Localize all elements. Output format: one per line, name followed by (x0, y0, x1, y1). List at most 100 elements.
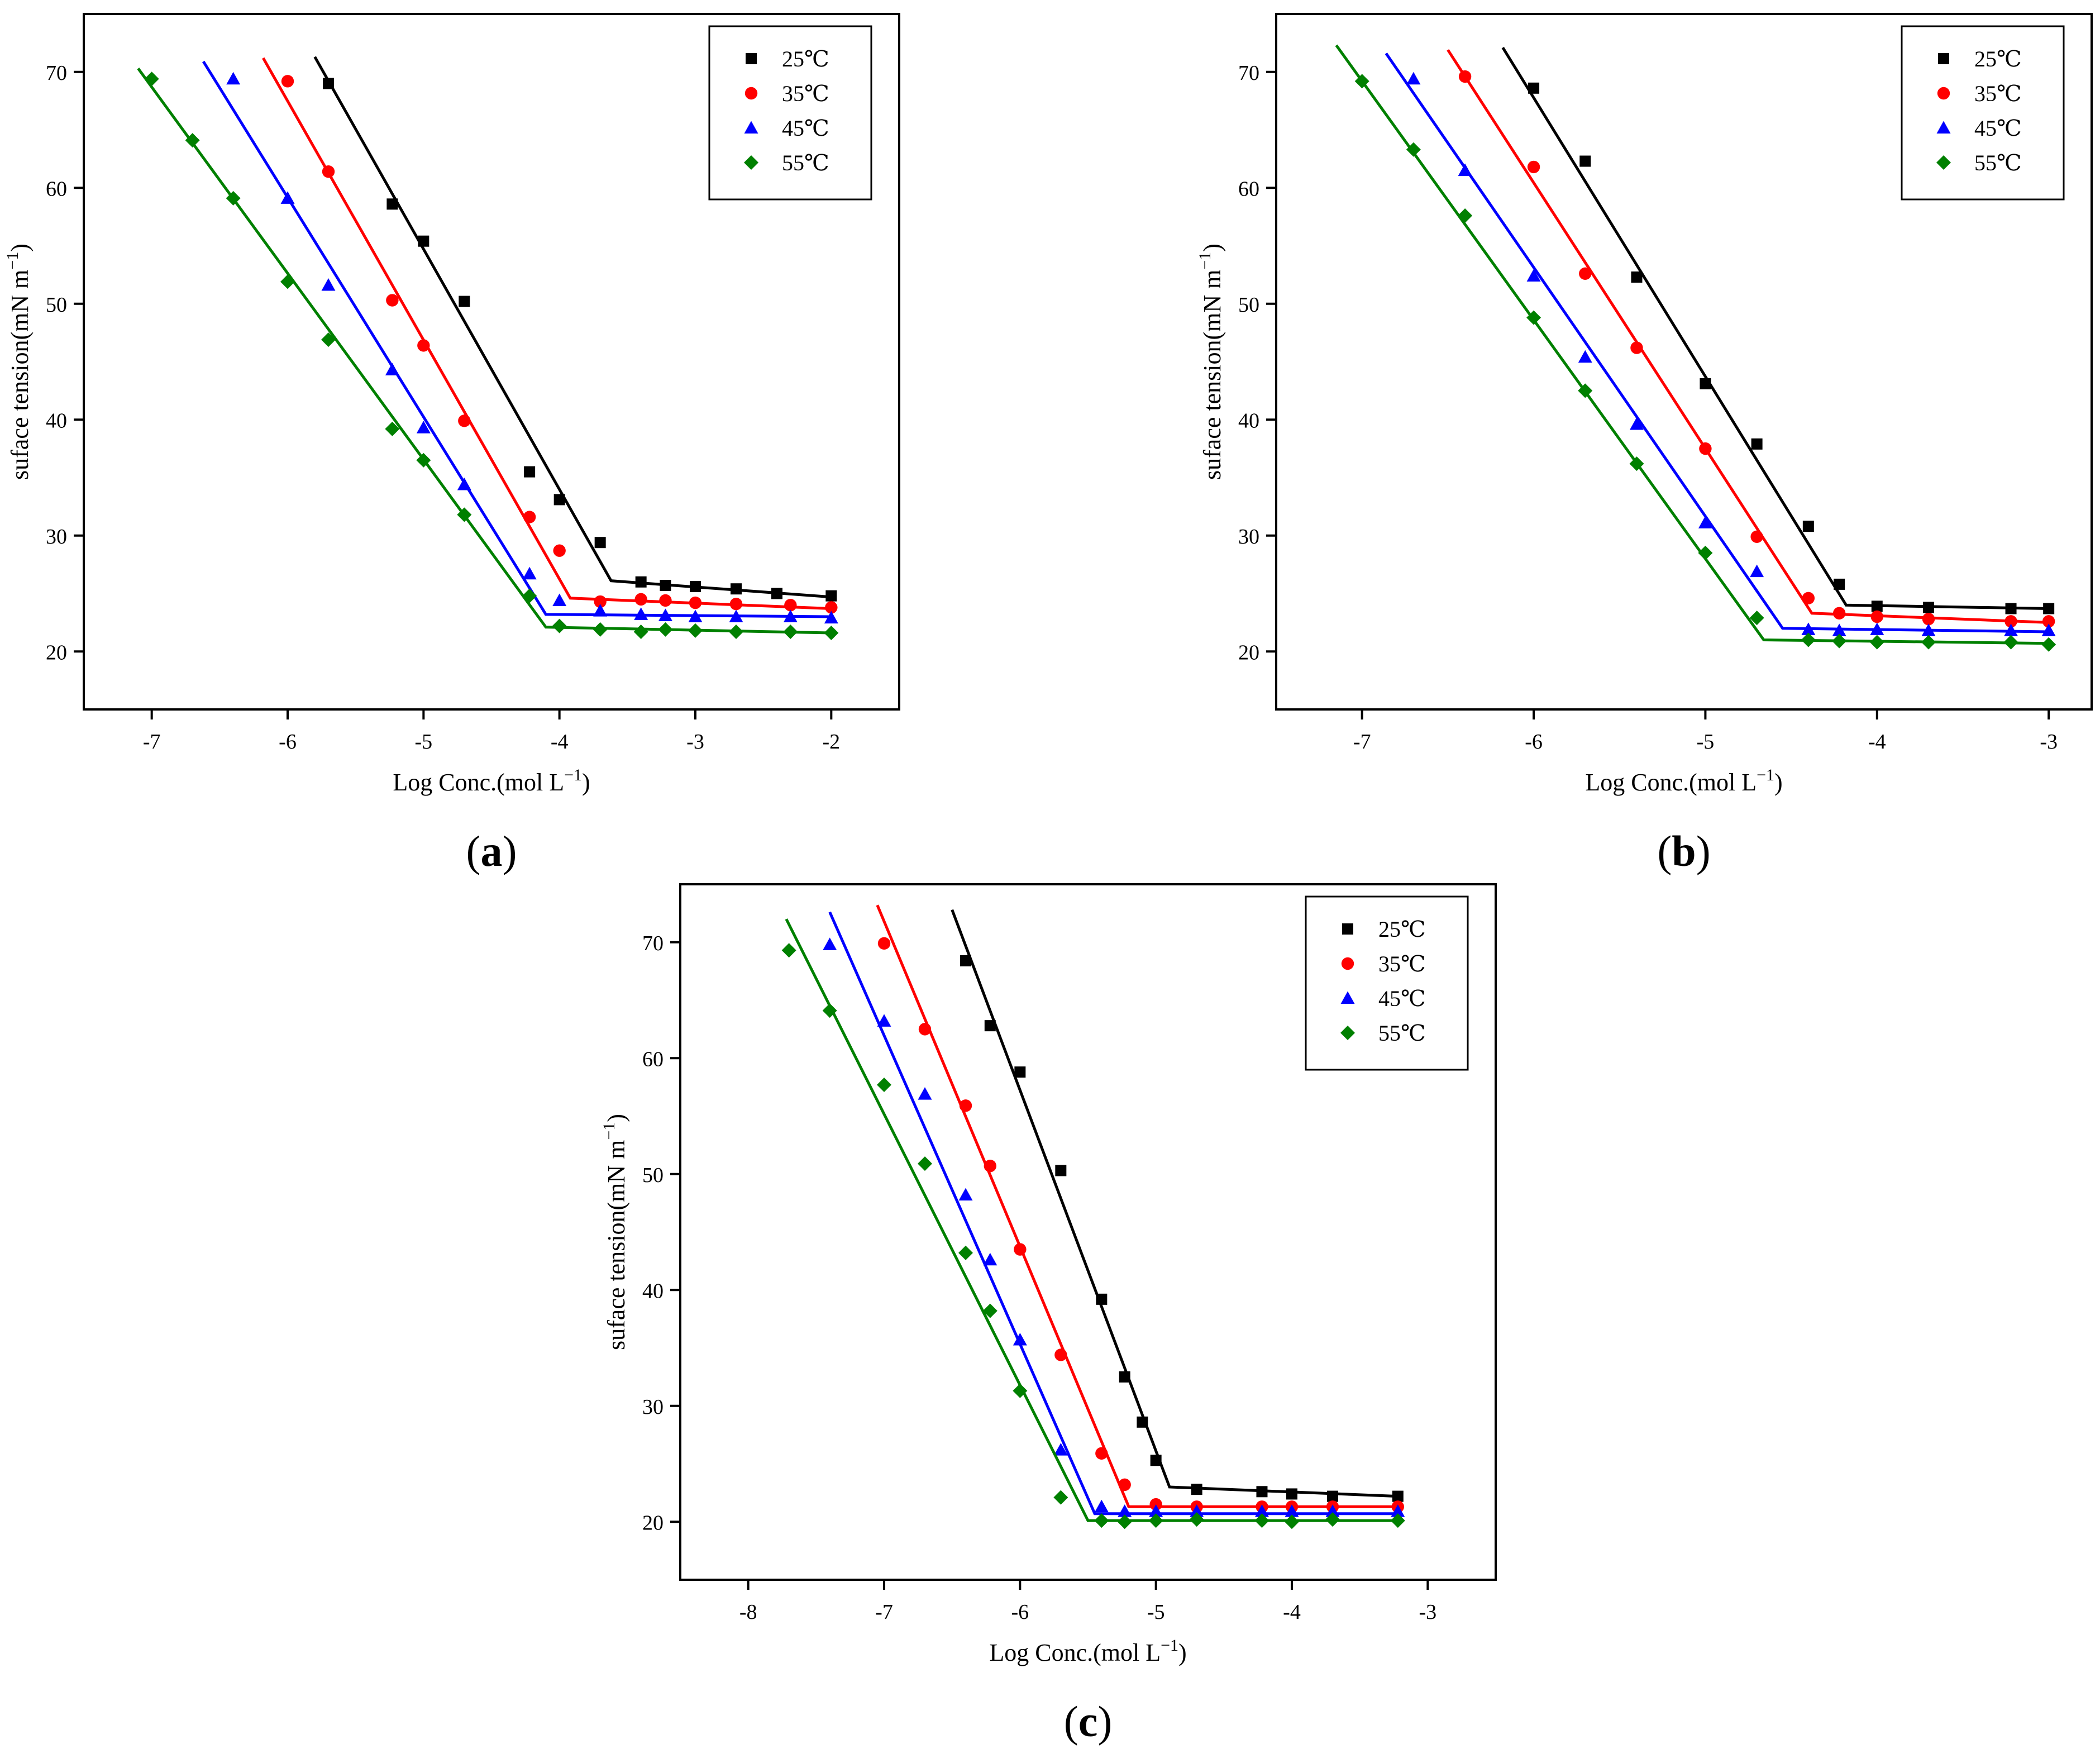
y-tick-label: 20 (1238, 641, 1259, 664)
data-point-45c (824, 611, 838, 624)
data-point-25c (635, 576, 647, 588)
data-point-45c (877, 1014, 891, 1027)
data-point-55c (1921, 635, 1936, 650)
data-point-55c (1458, 208, 1473, 223)
data-point-55c (1354, 74, 1369, 89)
legend-marker-45c (744, 121, 758, 134)
data-point-55c (1869, 635, 1884, 650)
data-point-35c (1014, 1243, 1027, 1256)
data-point-55c (1094, 1513, 1109, 1528)
data-point-45c (1750, 564, 1764, 578)
data-point-55c (457, 507, 472, 522)
chart-panel-c: -8 -7 -6 -5 -4 -3 20 30 40 50 60 70 25℃ 35℃ 45℃ 55℃ suf… (600, 883, 1497, 1746)
x-tick-label: -4 (1868, 730, 1886, 754)
data-point-45c (1190, 1504, 1204, 1517)
y-tick-label: 40 (46, 409, 67, 432)
data-point-55c (593, 622, 608, 637)
data-point-35c (281, 75, 294, 88)
x-axis-label: Log Conc.(mol L−1) (989, 1636, 1186, 1666)
data-point-55c (824, 626, 839, 641)
data-point-55c (144, 72, 159, 87)
data-point-45c (1254, 1504, 1269, 1517)
data-point-45c (1285, 1504, 1299, 1517)
data-point-55c (1053, 1490, 1068, 1505)
x-axis-label: Log Conc.(mol L−1) (393, 766, 590, 796)
data-point-35c (984, 1160, 997, 1173)
data-point-35c (386, 294, 399, 307)
x-tick-label: -5 (1697, 730, 1715, 754)
fit-line-25c (313, 56, 832, 599)
data-point-45c (280, 191, 295, 204)
legend-label-45c: 45℃ (782, 116, 829, 141)
data-point-25c (1579, 155, 1591, 167)
data-point-55c (1390, 1513, 1405, 1528)
data-point-45c (823, 937, 837, 950)
data-point-25c (1528, 82, 1540, 94)
data-point-55c (1285, 1514, 1299, 1529)
fit-line-25c (951, 909, 1398, 1498)
legend-marker-25c (1342, 923, 1353, 935)
data-point-25c (1700, 378, 1711, 389)
data-point-25c (660, 579, 671, 591)
data-point-25c (1631, 271, 1643, 283)
data-point-55c (1148, 1513, 1163, 1528)
plot-frame (679, 883, 1497, 1581)
y-axis-label: suface tension(mN m−1) (600, 1114, 630, 1350)
data-point-55c (552, 618, 567, 633)
data-point-25c (524, 466, 536, 478)
plot-frame (83, 13, 900, 711)
data-point-25c (1834, 578, 1845, 590)
data-point-55c (522, 588, 537, 603)
data-point-25c (1096, 1293, 1108, 1305)
data-point-55c (729, 624, 743, 639)
data-point-45c (385, 363, 399, 376)
fit-line-45c (1385, 53, 2049, 633)
data-point-45c (1629, 417, 1644, 430)
data-point-35c (1579, 267, 1592, 280)
y-tick-label: 40 (642, 1279, 664, 1303)
legend: 25℃ 35℃ 45℃ 55℃ (1305, 895, 1469, 1071)
data-point-25c (2005, 603, 2017, 614)
y-tick-label: 70 (642, 932, 664, 955)
legend-label-55c: 55℃ (1378, 1021, 1426, 1046)
x-axis-label: Log Conc.(mol L−1) (1585, 766, 1782, 796)
legend-label-55c: 55℃ (782, 150, 829, 175)
chart-panel-b: -7 -6 -5 -4 -3 20 30 40 50 60 70 25℃ 35℃ 45℃ 55℃ sufac… (1196, 13, 2093, 875)
panel-label: (b) (1657, 827, 1710, 875)
y-axis-label: suface tension(mN m−1) (1196, 244, 1226, 480)
data-point-45c (1832, 623, 1846, 636)
legend-label-45c: 45℃ (1974, 116, 2022, 141)
data-point-45c (1921, 623, 1936, 636)
data-point-45c (1149, 1504, 1163, 1517)
data-point-45c (634, 607, 648, 620)
data-point-35c (1832, 607, 1846, 619)
data-point-45c (522, 566, 537, 580)
data-point-45c (1698, 516, 1712, 528)
data-point-35c (417, 339, 430, 352)
data-point-25c (1802, 521, 1814, 532)
y-tick-label: 70 (46, 61, 67, 85)
data-point-25c (1256, 1486, 1268, 1498)
data-point-55c (280, 274, 295, 289)
chart-panel-a: -7 -6 -5 -4 -3 -2 20 30 40 50 60 70 25℃ 35℃ 45℃ 55℃ suf… (3, 13, 900, 875)
data-point-45c (1526, 269, 1541, 282)
x-tick-label: -3 (686, 730, 704, 754)
data-point-55c (1406, 142, 1421, 157)
x-tick-label: -3 (1419, 1600, 1437, 1624)
data-point-55c (958, 1245, 973, 1260)
data-point-35c (1054, 1348, 1067, 1361)
legend-marker-55c (1936, 155, 1951, 170)
data-point-25c (1191, 1484, 1202, 1495)
x-tick-label: -4 (551, 730, 569, 754)
data-point-25c (960, 955, 971, 966)
fit-line-35c (262, 57, 832, 610)
data-point-55c (658, 622, 673, 637)
data-point-35c (2004, 615, 2017, 628)
data-point-55c (918, 1156, 932, 1171)
x-tick-label: -6 (1011, 1600, 1029, 1624)
data-point-45c (658, 608, 672, 621)
data-point-35c (659, 594, 672, 607)
legend-label-25c: 25℃ (782, 46, 829, 72)
x-tick-label: -5 (1147, 1600, 1165, 1624)
